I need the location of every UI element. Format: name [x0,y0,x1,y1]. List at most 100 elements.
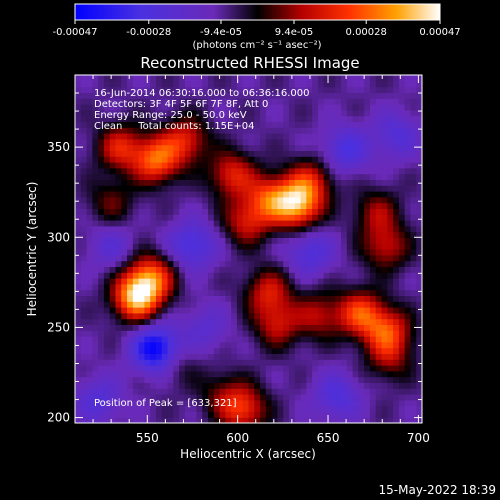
heatmap-cell [173,266,180,273]
heatmap-cell [121,295,128,302]
heatmap-cell [254,150,261,157]
heatmap-cell [196,336,203,343]
heatmap-cell [109,167,117,175]
heatmap-cell [208,185,215,192]
heatmap-cell [375,220,383,227]
heatmap-cell [196,370,203,378]
heatmap-cell [92,341,99,349]
heatmap-cell [387,359,394,366]
heatmap-cell [86,249,93,256]
heatmap-cell [300,341,307,349]
heatmap-cell [260,196,267,204]
heatmap-cell [306,289,313,296]
heatmap-cell [369,394,377,401]
heatmap-cell [312,365,319,372]
heatmap-cell [317,231,325,238]
heatmap-cell [132,243,140,250]
heatmap-cell [75,330,82,337]
heatmap-cell [231,249,238,256]
heatmap-cell [213,191,221,198]
heatmap-cell [341,115,348,122]
heatmap-cell [213,173,221,180]
heatmap-cell [288,185,296,192]
heatmap-cell [352,167,359,175]
heatmap-cell [225,243,232,250]
heatmap-cell [132,376,140,383]
heatmap-cell [381,86,388,93]
heatmap-cell [306,127,313,134]
heatmap-cell [369,365,377,372]
heatmap-cell [236,191,244,198]
heatmap-cell [184,417,192,423]
heatmap-cell [184,191,192,198]
heatmap-cell [103,109,111,117]
heatmap-cell [127,301,134,308]
heatmap-cell [393,312,400,320]
heatmap-cell [127,283,134,291]
heatmap-cell [358,208,365,215]
heatmap-cell [121,301,128,308]
heatmap-cell [173,133,180,140]
heatmap-cell [138,365,145,372]
heatmap-cell [98,80,105,88]
heatmap-cell [306,144,313,151]
heatmap-cell [317,405,325,412]
heatmap-cell [248,196,255,204]
heatmap-cell [109,98,117,105]
heatmap-cell [364,388,371,395]
heatmap-cell [150,75,157,82]
heatmap-cell [161,324,169,331]
heatmap-cell [248,208,255,215]
heatmap-cell [138,150,145,157]
heatmap-cell [248,312,255,320]
heatmap-cell [416,405,422,412]
heatmap-cell [132,179,140,186]
heatmap-cell [346,225,354,233]
heatmap-cell [75,92,82,99]
heatmap-cell [312,202,319,209]
heatmap-cell [115,336,122,343]
heatmap-cell [92,144,99,151]
heatmap-cell [300,75,307,82]
heatmap-cell [248,127,255,134]
heatmap-cell [190,417,198,423]
heatmap-cell [231,417,238,423]
heatmap-cell [184,341,192,349]
heatmap-cell [317,411,325,418]
heatmap-cell [231,220,238,227]
heatmap-cell [202,98,209,105]
heatmap-cell [190,127,198,134]
heatmap-cell [375,98,383,105]
heatmap-cell [288,347,296,354]
heatmap-cell [387,121,394,128]
heatmap-cell [294,260,302,267]
heatmap-cell [155,109,163,117]
heatmap-cell [132,394,140,401]
heatmap-cell [294,191,302,198]
heatmap-cell [161,185,169,192]
heatmap-cell [294,376,302,383]
heatmap-cell [387,370,394,378]
heatmap-cell [202,185,209,192]
heatmap-cell [161,382,169,389]
heatmap-cell [358,411,365,418]
heatmap-cell [248,260,255,267]
heatmap-cell [173,318,180,325]
heatmap-cell [329,405,336,412]
heatmap-cell [329,156,336,163]
heatmap-cell [410,127,417,134]
heatmap-cell [225,341,232,349]
heatmap-cell [92,405,99,412]
heatmap-cell [387,347,394,354]
heatmap-cell [144,98,151,105]
heatmap-cell [86,254,93,262]
heatmap-cell [254,156,261,163]
heatmap-cell [416,365,422,372]
heatmap-cell [121,394,128,401]
heatmap-cell [155,341,163,349]
heatmap-cell [265,336,273,343]
heatmap-cell [352,341,359,349]
heatmap-cell [265,109,273,117]
heatmap-cell [381,365,388,372]
heatmap-cell [242,353,250,360]
